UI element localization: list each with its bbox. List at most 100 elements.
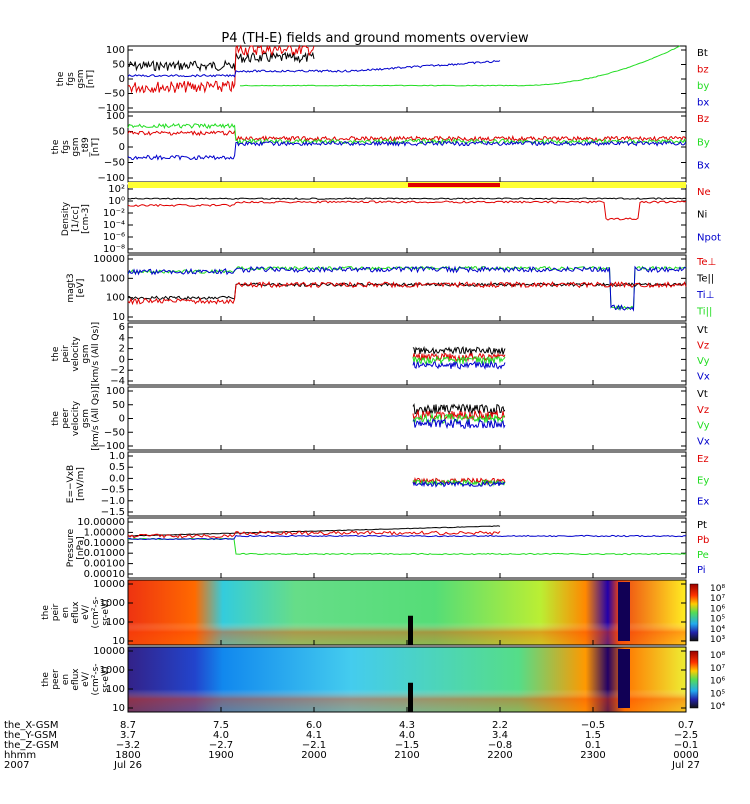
y-tick-label: 50 [112, 400, 125, 411]
series-line-black [412, 403, 506, 416]
y-axis-label: the [51, 346, 61, 361]
x-axis-value: 4.0 [399, 730, 415, 741]
y-tick-label: 10² [108, 184, 125, 195]
colorbar-tick: 10⁷ [710, 664, 725, 674]
x-axis-value: 4.0 [213, 730, 229, 741]
y-tick-label: 1000 [100, 273, 125, 284]
y-tick-label: −100 [98, 173, 125, 184]
y-axis-label: peir [61, 345, 71, 363]
x-axis-value: −2.1 [302, 740, 326, 751]
x-axis-value: −1.5 [395, 740, 419, 751]
series-line-green [239, 45, 681, 87]
series-line-blue [127, 534, 687, 541]
y-tick-label: 50 [112, 127, 125, 138]
y-tick-label: 4 [119, 333, 125, 344]
panel-frame [127, 517, 687, 579]
x-axis-value: 2100 [394, 750, 419, 761]
series-line-blue [412, 480, 506, 488]
series-line-black [127, 525, 501, 537]
y-tick-label: 100 [106, 684, 125, 695]
y-axis-label: [nT] [91, 138, 101, 156]
legend-entry: Ni [697, 210, 707, 221]
series-line-red [412, 352, 506, 362]
y-tick-label: 1000 [100, 665, 125, 676]
y-axis-label: E=−VxB [66, 465, 76, 503]
y-tick-label: 10000 [93, 254, 125, 265]
legend-entry: bz [697, 65, 709, 76]
legend-entry: Vt [697, 325, 708, 336]
y-axis-label: gsm [81, 344, 91, 363]
y-tick-label: 0.01000 [84, 548, 125, 559]
y-axis-label: (cm²-s- [91, 663, 101, 695]
y-tick-label: 10.00000 [77, 517, 125, 528]
x-axis-value: 7.5 [213, 720, 229, 731]
legend-entry: Vx [697, 436, 710, 447]
legend-entry: Npot [697, 232, 721, 243]
y-axis-label: peer [61, 408, 71, 429]
y-axis-label: sr-eV) [101, 666, 111, 692]
x-axis-value: 3.4 [492, 730, 508, 741]
legend-entry: Pb [697, 535, 709, 546]
series-line-blue [412, 360, 506, 370]
y-tick-label: 0 [119, 142, 125, 153]
panel-pressure: 10.000001.000000.100000.010000.001000.00… [66, 517, 709, 580]
x-axis-value: 8.7 [120, 720, 136, 731]
y-tick-label: −4 [110, 376, 125, 387]
y-axis-label: [1/cc] [71, 206, 81, 232]
y-axis-label: the [51, 139, 61, 154]
x-axis-value: −3.2 [116, 740, 140, 751]
panel-temp: 10000 1000 100 10 magt3 [eV] Te⊥ Te|| Ti⊥ Ti|| [66, 254, 716, 323]
y-tick-label: 10000 [93, 646, 125, 657]
y-tick-label: 100 [106, 111, 125, 122]
legend-entry: By [697, 137, 710, 148]
y-tick-label: −100 [98, 103, 125, 114]
series-line-blue [412, 418, 506, 430]
y-axis-label: gsm [81, 409, 91, 428]
series-line-red [127, 280, 687, 306]
legend-entry: Te|| [696, 274, 714, 285]
panel-frame [127, 322, 687, 386]
legend-entry: Ti⊥ [696, 290, 714, 301]
x-axis-value: 1.5 [585, 730, 601, 741]
y-axis-label: Density [61, 201, 71, 236]
y-tick-label: 1000 [100, 598, 125, 609]
y-tick-label: 6 [119, 322, 125, 333]
y-tick-label: 0.00100 [84, 559, 125, 570]
data-gap-bar [408, 615, 413, 645]
y-tick-label: 2 [119, 344, 125, 355]
x-axis-value: −2.7 [209, 740, 233, 751]
y-tick-label: 100 [106, 386, 125, 397]
y-axis-label: en [61, 674, 71, 685]
y-axis-label: _t89 [81, 137, 91, 158]
x-axis-row-label: the_Z-GSM [4, 740, 59, 751]
panel-peerspec: 10⁸ 10⁷ 10⁶ 10⁵ 10⁴ 10000 1000 100 10 the peer en ef… [41, 646, 725, 714]
y-axis-label: [cm-3] [81, 204, 91, 234]
y-axis-label: eV/ [81, 604, 91, 620]
panel-frame [127, 45, 687, 113]
series-line-red [127, 129, 687, 143]
x-axis-value: 3.7 [120, 730, 136, 741]
series-line-black [127, 51, 315, 73]
x-axis-value: 1800 [115, 750, 140, 761]
y-axis-label: eV/ [81, 671, 91, 687]
y-tick-label: 1.0 [109, 451, 125, 462]
legend-entry: Pi [697, 565, 706, 576]
y-tick-label: 0 [119, 414, 125, 425]
y-tick-label: 10 [112, 703, 125, 714]
y-tick-label: 10⁰ [108, 196, 125, 207]
y-tick-label: −100 [98, 441, 125, 452]
y-axis-label: en [61, 607, 71, 618]
x-axis-value: −0.5 [581, 720, 605, 731]
y-tick-label: 0.0 [109, 473, 125, 484]
y-tick-label: 0.10000 [84, 538, 125, 549]
series-line-blue [127, 59, 501, 78]
x-axis-table: the_X-GSM 8.7 7.5 6.0 4.3 2.2 −0.5 0.7 the_Y-GSM… [4, 720, 700, 771]
panel-frame [127, 254, 687, 322]
series-line-black [127, 197, 687, 200]
y-axis-label: eflux [71, 601, 81, 624]
legend-entry: Vz [697, 405, 709, 416]
